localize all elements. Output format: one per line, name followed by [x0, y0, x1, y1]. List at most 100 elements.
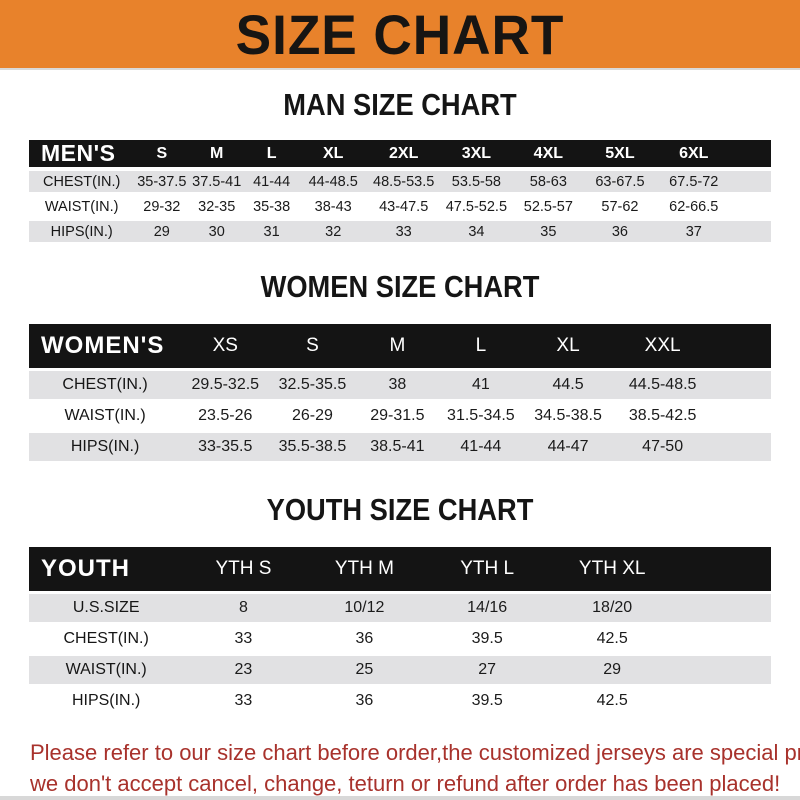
men-value-cell: 62-66.5: [655, 196, 732, 217]
women-value-cell: 44-47: [522, 433, 614, 461]
men-value-cell: 37: [655, 221, 732, 242]
title-banner: SIZE CHART: [0, 0, 800, 70]
youth-value-cell: 8: [183, 594, 304, 622]
table-header-row: MEN'S S M L XL 2XL 3XL 4XL 5XL 6XL: [29, 140, 771, 167]
women-filler-cell: [711, 371, 771, 399]
men-value-cell: 53.5-58: [440, 171, 513, 192]
women-row-label: CHEST(IN.): [29, 371, 182, 399]
women-column-header: XXL: [613, 324, 712, 368]
women-filler-cell: [711, 433, 771, 461]
men-filler-cell: [731, 221, 771, 242]
women-value-cell: 31.5-34.5: [439, 402, 523, 430]
men-row-label: HIPS(IN.): [29, 221, 135, 242]
men-table-title: MEN'S: [29, 140, 135, 167]
women-section: WOMEN SIZE CHART WOMEN'S XS S M L XL XXL CHEST…: [0, 269, 800, 464]
men-row-label: CHEST(IN.): [29, 171, 135, 192]
bottom-edge-divider: [0, 796, 800, 800]
youth-value-cell: 36: [303, 687, 426, 715]
men-value-cell: 29: [134, 221, 190, 242]
women-row-label: HIPS(IN.): [29, 433, 182, 461]
men-value-cell: 48.5-53.5: [367, 171, 441, 192]
youth-value-cell: 33: [183, 687, 304, 715]
women-value-cell: 29.5-32.5: [181, 371, 270, 399]
youth-heading: YOUTH SIZE CHART: [266, 492, 534, 527]
women-value-cell: 38.5-42.5: [613, 402, 712, 430]
men-column-header: 4XL: [512, 140, 584, 167]
youth-row-label: HIPS(IN.): [29, 687, 184, 715]
women-value-cell: 44.5: [522, 371, 614, 399]
women-row-label: WAIST(IN.): [29, 402, 182, 430]
men-column-header: 6XL: [655, 140, 732, 167]
men-value-cell: 34: [440, 221, 513, 242]
youth-value-cell: 39.5: [425, 625, 550, 653]
youth-value-cell: 39.5: [425, 687, 550, 715]
women-filler-cell: [711, 402, 771, 430]
men-filler-cell: [731, 196, 771, 217]
notice-line-2: we don't accept cancel, change, teturn o…: [30, 771, 781, 796]
youth-table-row: WAIST(IN.) 23 25 27 29: [29, 656, 771, 684]
youth-value-cell: 42.5: [549, 625, 676, 653]
women-value-cell: 44.5-48.5: [613, 371, 712, 399]
men-value-cell: 52.5-57: [512, 196, 584, 217]
women-value-cell: 35.5-38.5: [269, 433, 356, 461]
order-notice: Please refer to our size chart before or…: [30, 737, 800, 799]
youth-row-label: WAIST(IN.): [29, 656, 184, 684]
men-heading: MAN SIZE CHART: [283, 87, 517, 122]
youth-value-cell: 10/12: [303, 594, 426, 622]
men-value-cell: 41-44: [244, 171, 300, 192]
women-table-row: WAIST(IN.) 23.5-26 26-29 29-31.5 31.5-34.5 34…: [29, 402, 771, 430]
youth-table-row: HIPS(IN.) 33 36 39.5 42.5: [29, 687, 771, 715]
men-column-header: M: [189, 140, 245, 167]
women-column-header: XL: [522, 324, 614, 368]
youth-value-cell: 14/16: [425, 594, 550, 622]
men-value-cell: 35-38: [244, 196, 300, 217]
men-value-cell: 63-67.5: [583, 171, 656, 192]
men-value-cell: 35-37.5: [134, 171, 190, 192]
women-column-header: M: [355, 324, 440, 368]
women-value-cell: 41-44: [439, 433, 523, 461]
men-row-label: WAIST(IN.): [29, 196, 135, 217]
women-heading: WOMEN SIZE CHART: [260, 269, 540, 304]
women-table-title: WOMEN'S: [29, 324, 182, 368]
men-column-header: 5XL: [583, 140, 656, 167]
youth-value-cell: 23: [183, 656, 304, 684]
youth-table-title: YOUTH: [29, 547, 184, 591]
men-column-header: 3XL: [440, 140, 513, 167]
men-value-cell: 36: [583, 221, 656, 242]
women-column-header: S: [269, 324, 356, 368]
youth-column-header: YTH S: [183, 547, 304, 591]
men-table-row: HIPS(IN.) 29 30 31 32 33 34 35 36 37: [29, 221, 771, 242]
men-value-cell: 57-62: [583, 196, 656, 217]
men-value-cell: 35: [512, 221, 584, 242]
men-table-row: CHEST(IN.) 35-37.5 37.5-41 41-44 44-48.5 48.5…: [29, 171, 771, 192]
men-column-header: S: [134, 140, 190, 167]
youth-value-cell: 33: [183, 625, 304, 653]
youth-row-label: CHEST(IN.): [29, 625, 184, 653]
youth-table-row: CHEST(IN.) 33 36 39.5 42.5: [29, 625, 771, 653]
women-value-cell: 38.5-41: [355, 433, 440, 461]
men-value-cell: 38-43: [299, 196, 368, 217]
women-column-header: L: [439, 324, 523, 368]
men-value-cell: 67.5-72: [655, 171, 732, 192]
men-value-cell: 44-48.5: [299, 171, 368, 192]
youth-row-label: U.S.SIZE: [29, 594, 184, 622]
youth-table-row: U.S.SIZE 8 10/12 14/16 18/20: [29, 594, 771, 622]
women-column-header: XS: [181, 324, 270, 368]
men-filler-cell: [731, 171, 771, 192]
women-header-filler: [711, 324, 771, 368]
youth-filler-cell: [675, 687, 771, 715]
women-value-cell: 33-35.5: [181, 433, 270, 461]
youth-filler-cell: [675, 594, 771, 622]
men-value-cell: 30: [189, 221, 245, 242]
youth-filler-cell: [675, 656, 771, 684]
men-header-filler: [731, 140, 771, 167]
youth-column-header: YTH L: [425, 547, 550, 591]
women-value-cell: 34.5-38.5: [522, 402, 614, 430]
women-value-cell: 26-29: [269, 402, 356, 430]
women-table-row: CHEST(IN.) 29.5-32.5 32.5-35.5 38 41 44.5 44.5…: [29, 371, 771, 399]
women-value-cell: 23.5-26: [181, 402, 270, 430]
women-value-cell: 32.5-35.5: [269, 371, 356, 399]
page-title: SIZE CHART: [235, 2, 565, 66]
women-value-cell: 41: [439, 371, 523, 399]
